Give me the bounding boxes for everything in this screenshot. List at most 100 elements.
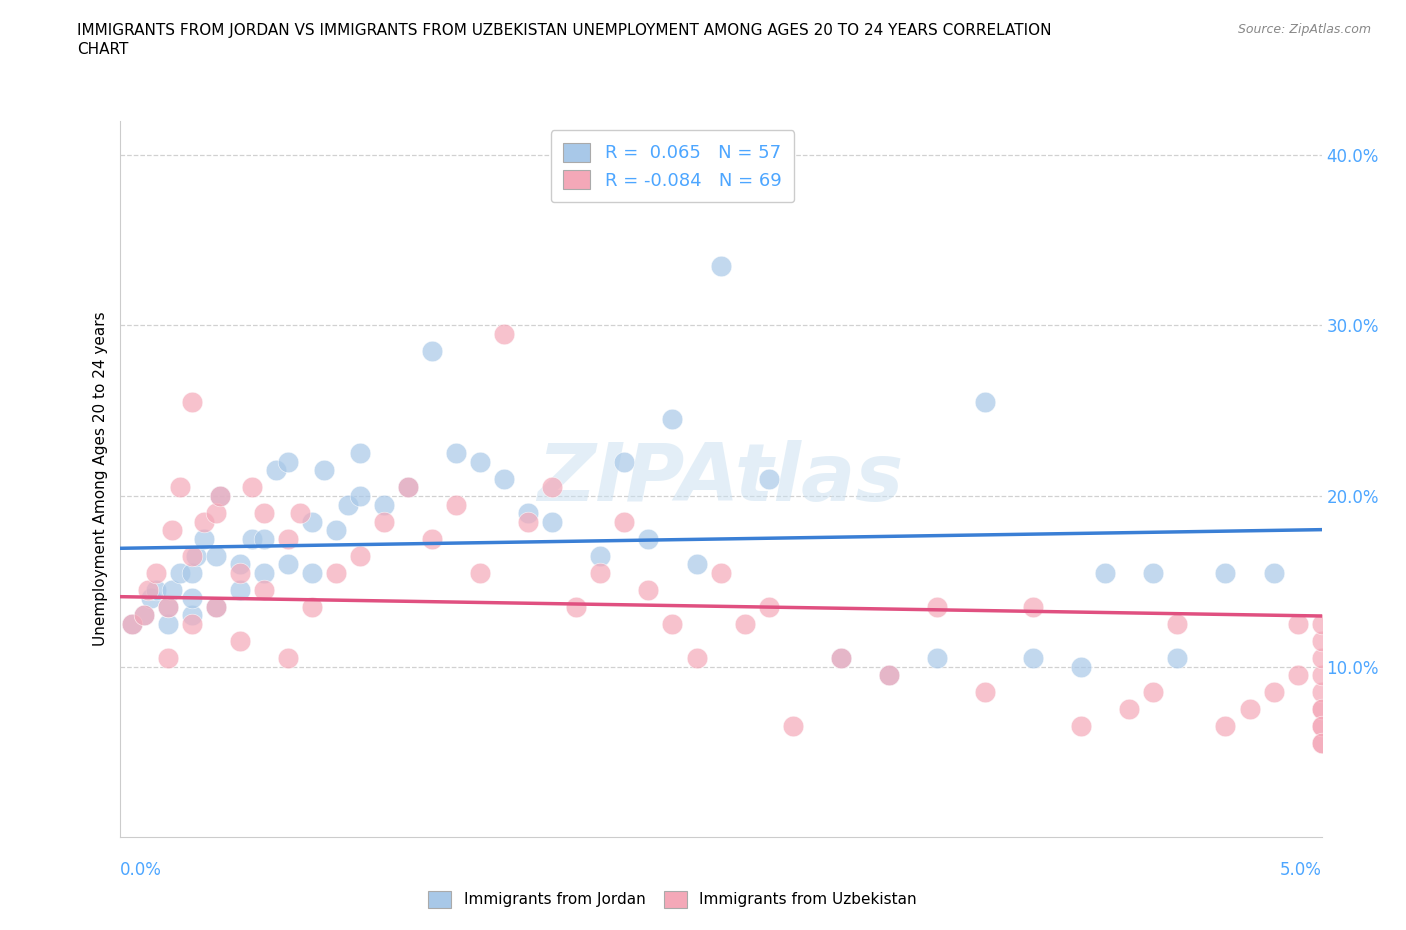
Point xyxy=(925,651,948,666)
Point xyxy=(613,514,636,529)
Point xyxy=(312,463,335,478)
Point xyxy=(180,549,202,564)
Point xyxy=(685,651,707,666)
Text: CHART: CHART xyxy=(77,42,129,57)
Point xyxy=(444,446,467,461)
Point xyxy=(1310,633,1333,648)
Point xyxy=(162,582,184,597)
Point xyxy=(1310,719,1333,734)
Point xyxy=(734,617,756,631)
Point xyxy=(974,684,997,699)
Point xyxy=(830,651,852,666)
Point xyxy=(1263,565,1285,580)
Point xyxy=(1310,701,1333,716)
Point xyxy=(637,582,659,597)
Point xyxy=(1310,617,1333,631)
Point xyxy=(637,531,659,546)
Point xyxy=(156,600,179,615)
Point xyxy=(758,600,780,615)
Point xyxy=(494,326,516,341)
Point xyxy=(121,617,143,631)
Point xyxy=(541,480,564,495)
Point xyxy=(1310,701,1333,716)
Point xyxy=(301,514,323,529)
Text: IMMIGRANTS FROM JORDAN VS IMMIGRANTS FROM UZBEKISTAN UNEMPLOYMENT AMONG AGES 20 : IMMIGRANTS FROM JORDAN VS IMMIGRANTS FRO… xyxy=(77,23,1052,38)
Point xyxy=(132,608,155,623)
Point xyxy=(1239,701,1261,716)
Point xyxy=(277,651,299,666)
Point xyxy=(1310,736,1333,751)
Point xyxy=(468,455,492,470)
Point xyxy=(193,531,215,546)
Point xyxy=(1166,617,1188,631)
Point xyxy=(1215,719,1237,734)
Point xyxy=(541,514,564,529)
Point xyxy=(1166,651,1188,666)
Point xyxy=(325,565,347,580)
Point xyxy=(830,651,852,666)
Point xyxy=(685,557,707,572)
Point xyxy=(253,565,276,580)
Point xyxy=(301,565,323,580)
Point xyxy=(517,514,540,529)
Point xyxy=(349,446,371,461)
Point xyxy=(589,565,612,580)
Point xyxy=(288,506,311,521)
Text: 5.0%: 5.0% xyxy=(1279,860,1322,879)
Point xyxy=(162,523,184,538)
Point xyxy=(444,497,467,512)
Point xyxy=(782,719,804,734)
Point xyxy=(204,600,226,615)
Point xyxy=(253,582,276,597)
Point xyxy=(758,472,780,486)
Point xyxy=(1310,668,1333,683)
Point xyxy=(121,617,143,631)
Point xyxy=(301,600,323,615)
Point xyxy=(420,344,443,359)
Point xyxy=(186,549,208,564)
Point xyxy=(138,582,160,597)
Point xyxy=(169,565,191,580)
Point xyxy=(156,600,179,615)
Point xyxy=(1263,684,1285,699)
Text: Source: ZipAtlas.com: Source: ZipAtlas.com xyxy=(1237,23,1371,36)
Point xyxy=(396,480,419,495)
Point xyxy=(204,549,226,564)
Point xyxy=(180,565,202,580)
Point xyxy=(1070,659,1092,674)
Point xyxy=(1118,701,1140,716)
Y-axis label: Unemployment Among Ages 20 to 24 years: Unemployment Among Ages 20 to 24 years xyxy=(93,312,108,646)
Point xyxy=(373,497,395,512)
Point xyxy=(1022,651,1045,666)
Point xyxy=(156,651,179,666)
Point xyxy=(145,565,167,580)
Point xyxy=(1286,668,1309,683)
Point xyxy=(169,480,191,495)
Point xyxy=(193,514,215,529)
Point xyxy=(180,591,202,605)
Point xyxy=(204,506,226,521)
Point xyxy=(1022,600,1045,615)
Point xyxy=(336,497,359,512)
Point xyxy=(204,600,226,615)
Point xyxy=(925,600,948,615)
Point xyxy=(145,582,167,597)
Point xyxy=(264,463,287,478)
Point xyxy=(180,394,202,409)
Point xyxy=(277,531,299,546)
Point xyxy=(240,531,263,546)
Point xyxy=(709,565,731,580)
Point xyxy=(228,582,252,597)
Point xyxy=(277,557,299,572)
Point xyxy=(1310,651,1333,666)
Point xyxy=(613,455,636,470)
Point xyxy=(1215,565,1237,580)
Point xyxy=(132,608,155,623)
Point xyxy=(156,617,179,631)
Point xyxy=(974,394,997,409)
Legend: Immigrants from Jordan, Immigrants from Uzbekistan: Immigrants from Jordan, Immigrants from … xyxy=(420,884,924,915)
Point xyxy=(396,480,419,495)
Point xyxy=(877,668,900,683)
Point xyxy=(1070,719,1092,734)
Point xyxy=(661,412,683,427)
